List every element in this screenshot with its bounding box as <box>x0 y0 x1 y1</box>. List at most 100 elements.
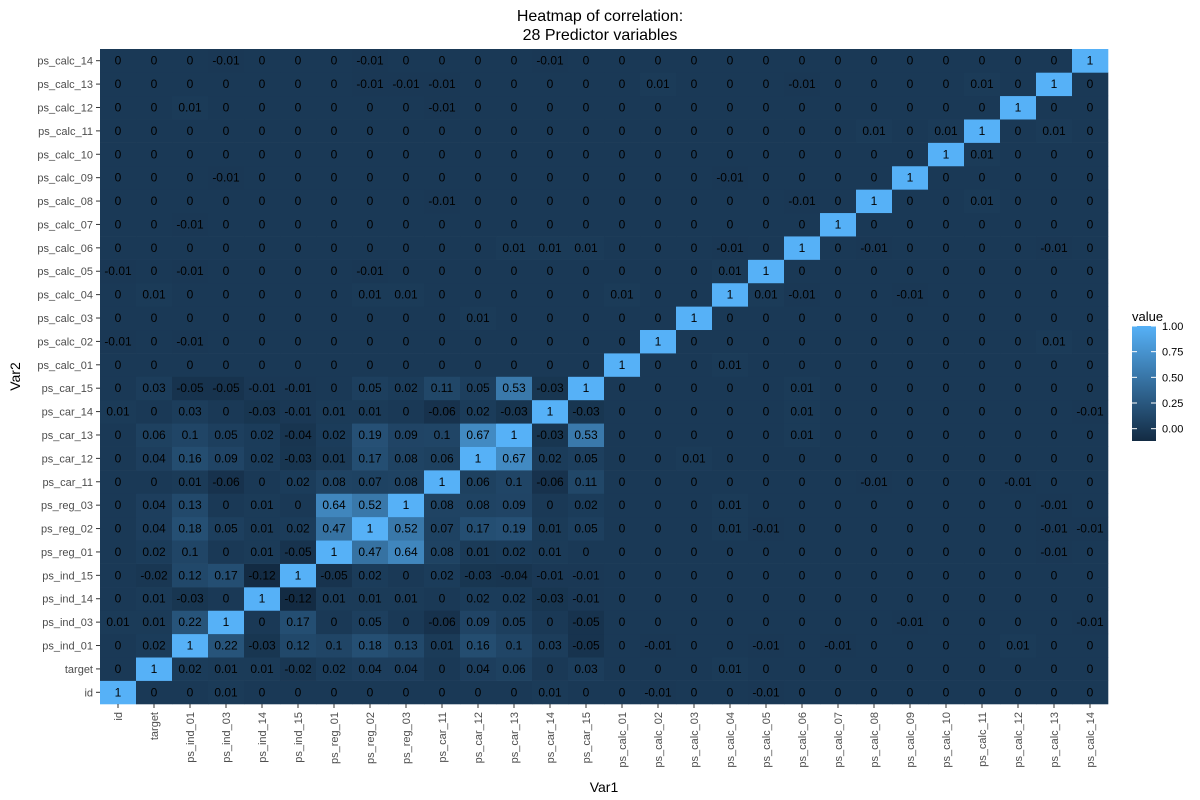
heatmap-cell <box>820 165 857 190</box>
heatmap-cell <box>928 72 965 97</box>
cell-value-label: 0 <box>511 311 518 325</box>
heatmap-cell <box>1036 282 1073 307</box>
heatmap-cell <box>460 329 497 354</box>
cell-value-label: 0 <box>835 147 842 161</box>
cell-value-label: 0.01 <box>862 124 886 138</box>
heatmap-cell <box>316 657 353 681</box>
cell-value-label: 0 <box>1051 288 1058 302</box>
heatmap-cell <box>316 212 353 237</box>
cell-value-label: 0.04 <box>142 522 166 536</box>
heatmap-cell <box>1072 212 1109 237</box>
cell-value-label: 0 <box>763 147 770 161</box>
cell-value-label: 0 <box>223 334 230 348</box>
heatmap-cell <box>604 540 641 564</box>
heatmap-cell <box>964 329 1001 354</box>
cell-value-label: 0 <box>871 405 878 419</box>
cell-value-label: 0 <box>115 124 122 138</box>
cell-value-label: 0 <box>727 77 734 91</box>
x-tick-label: ps_calc_03 <box>689 712 701 768</box>
heatmap-cell <box>424 259 461 284</box>
heatmap-cell <box>892 142 929 167</box>
cell-value-label: 0 <box>655 288 662 302</box>
heatmap-cell <box>1072 259 1109 284</box>
cell-value-label: 0.02 <box>286 522 310 536</box>
cell-value-label: 0.22 <box>178 615 202 629</box>
x-tick-label: ps_car_13 <box>509 712 521 763</box>
cell-value-label: 0 <box>763 54 770 68</box>
heatmap-cells <box>100 49 1109 705</box>
heatmap-cell <box>1072 353 1109 377</box>
cell-value-label: 0.02 <box>322 662 346 676</box>
heatmap-cell <box>172 259 209 284</box>
cell-value-label: 0 <box>367 241 374 255</box>
heatmap-cell <box>136 470 173 494</box>
cell-value-label: 0 <box>295 358 302 372</box>
heatmap-cell <box>676 189 713 214</box>
cell-value-label: 0 <box>763 381 770 395</box>
cell-value-label: -0.01 <box>428 194 456 208</box>
cell-value-label: 0 <box>655 568 662 582</box>
heatmap-cell <box>856 376 893 401</box>
heatmap-cell <box>1000 72 1037 97</box>
heatmap-cell <box>424 282 461 307</box>
heatmap-cell <box>100 329 137 354</box>
cell-value-label: 0 <box>871 54 878 68</box>
heatmap-cell <box>1000 680 1037 705</box>
heatmap-cell <box>1000 189 1037 214</box>
heatmap-cell <box>568 189 605 214</box>
heatmap-cell <box>820 423 857 447</box>
heatmap-cell <box>424 236 461 260</box>
cell-value-label: 0.09 <box>394 428 418 442</box>
cell-value-label: 0 <box>655 451 662 465</box>
cell-value-label: 0 <box>547 194 554 208</box>
cell-value-label: 0 <box>1015 194 1022 208</box>
cell-value-label: 0 <box>907 100 914 114</box>
cell-value-label: 0 <box>979 358 986 372</box>
cell-value-label: -0.01 <box>212 171 240 185</box>
cell-value-label: 0 <box>691 568 698 582</box>
heatmap-cell <box>244 423 281 447</box>
cell-value-label: 0 <box>691 171 698 185</box>
heatmap-cell <box>784 212 821 237</box>
heatmap-cell <box>784 399 821 424</box>
heatmap-cell <box>208 282 245 307</box>
heatmap-cell <box>820 259 857 284</box>
cell-value-label: 0 <box>475 194 482 208</box>
cell-value-label: 0.1 <box>434 428 451 442</box>
heatmap-cell <box>640 306 677 331</box>
heatmap-cell <box>424 540 461 564</box>
heatmap-cell <box>1072 633 1109 658</box>
cell-value-label: 0 <box>1015 217 1022 231</box>
cell-value-label: 0 <box>943 545 950 559</box>
cell-value-label: 0 <box>1015 381 1022 395</box>
heatmap-cell <box>712 353 749 377</box>
cell-value-label: 0.07 <box>358 475 382 489</box>
cell-value-label: 0 <box>583 545 590 559</box>
cell-value-label: 0 <box>871 381 878 395</box>
cell-value-label: -0.01 <box>788 77 816 91</box>
cell-value-label: 0 <box>475 241 482 255</box>
cell-value-label: 0 <box>1051 662 1058 676</box>
cell-value-label: 1 <box>475 451 482 465</box>
cell-value-label: 0 <box>871 639 878 653</box>
cell-value-label: -0.03 <box>536 592 564 606</box>
cell-value-label: 0 <box>187 288 194 302</box>
cell-value-label: 0.01 <box>358 288 382 302</box>
heatmap-cell <box>280 470 317 494</box>
cell-value-label: 0 <box>763 615 770 629</box>
cell-value-label: 0 <box>727 639 734 653</box>
cell-value-label: 0 <box>583 288 590 302</box>
cell-value-label: 0.01 <box>430 639 454 653</box>
cell-value-label: -0.01 <box>752 639 780 653</box>
cell-value-label: 0 <box>619 334 626 348</box>
cell-value-label: 0 <box>727 124 734 138</box>
heatmap-cell <box>964 119 1001 143</box>
heatmap-cell <box>604 680 641 705</box>
heatmap-cell <box>856 633 893 658</box>
heatmap-cell <box>604 49 641 73</box>
cell-value-label: 0 <box>187 171 194 185</box>
heatmap-cell <box>784 72 821 97</box>
cell-value-label: 0 <box>907 522 914 536</box>
cell-value-label: 0 <box>655 264 662 278</box>
cell-value-label: 0 <box>727 194 734 208</box>
